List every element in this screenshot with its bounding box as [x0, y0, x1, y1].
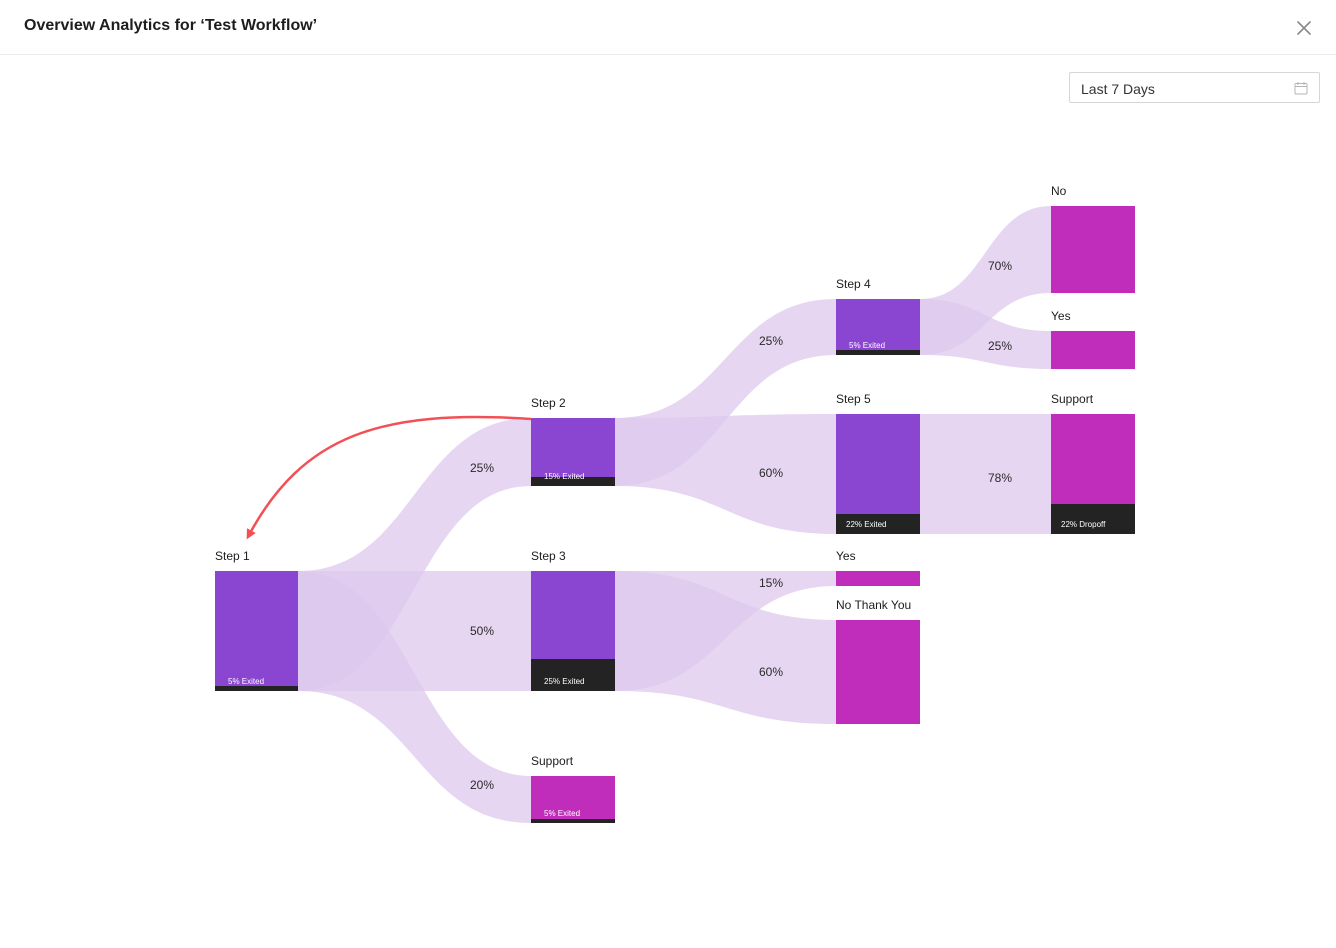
flow-link-percentage: 60% — [759, 665, 783, 679]
flow-link[interactable] — [920, 414, 1051, 534]
flow-node-support2[interactable]: 22% Dropoff — [1051, 414, 1135, 534]
node-block[interactable] — [836, 299, 920, 355]
flow-link-percentage: 78% — [988, 471, 1012, 485]
flow-link-percentage: 20% — [470, 778, 494, 792]
node-exit-bar — [531, 477, 615, 486]
close-button[interactable] — [1292, 16, 1316, 40]
node-exit-bar — [1051, 504, 1135, 534]
node-block[interactable] — [531, 776, 615, 823]
node-exit-label: 15% Exited — [544, 472, 584, 481]
node-label: Yes — [1051, 309, 1071, 323]
flow-link[interactable] — [615, 571, 836, 724]
node-label: Step 4 — [836, 277, 871, 291]
flow-node-nothanks[interactable] — [836, 620, 920, 724]
node-exit-bar — [836, 350, 920, 355]
node-block[interactable] — [836, 620, 920, 724]
node-label: Support — [531, 754, 574, 768]
flow-link-percentage: 25% — [988, 339, 1012, 353]
node-label: Step 2 — [531, 396, 566, 410]
flow-link-percentage: 15% — [759, 576, 783, 590]
flow-link-percentage: 25% — [470, 461, 494, 475]
flow-node-step5[interactable]: 22% Exited — [836, 414, 920, 534]
flow-link-percentage: 60% — [759, 466, 783, 480]
flow-link[interactable] — [298, 571, 531, 823]
flow-link-percentage: 50% — [470, 624, 494, 638]
flow-node-yes1[interactable] — [836, 571, 920, 586]
node-exit-bar — [836, 514, 920, 534]
node-exit-label: 5% Exited — [228, 677, 264, 686]
calendar-icon — [1294, 82, 1308, 95]
node-exit-bar — [531, 819, 615, 823]
close-icon — [1297, 21, 1311, 35]
node-exit-label: 25% Exited — [544, 677, 584, 686]
node-exit-bar — [215, 686, 298, 691]
flow-link-percentage: 25% — [759, 334, 783, 348]
flow-link-percentage: 70% — [988, 259, 1012, 273]
node-block[interactable] — [836, 571, 920, 586]
flow-node-step2[interactable]: 15% Exited — [531, 418, 615, 486]
node-block[interactable] — [215, 571, 298, 691]
date-range-value: Last 7 Days — [1081, 81, 1155, 97]
node-block[interactable] — [531, 418, 615, 486]
flow-node-yes2[interactable] — [1051, 331, 1135, 369]
node-label: Step 5 — [836, 392, 871, 406]
flow-link[interactable] — [920, 299, 1051, 369]
node-label: Support — [1051, 392, 1094, 406]
node-label: No — [1051, 184, 1067, 198]
node-label: Step 1 — [215, 549, 250, 563]
flow-node-support1[interactable]: 5% Exited — [531, 776, 615, 823]
flow-node-step4[interactable]: 5% Exited — [836, 299, 920, 355]
flow-node-step1[interactable]: 5% Exited — [215, 571, 298, 691]
flow-link[interactable] — [615, 414, 836, 534]
node-label: Yes — [836, 549, 856, 563]
back-arrow — [246, 415, 532, 540]
node-exit-label: 22% Dropoff — [1061, 520, 1106, 529]
flow-node-step3[interactable]: 25% Exited — [531, 571, 615, 691]
node-exit-bar — [531, 659, 615, 691]
node-exit-label: 5% Exited — [849, 341, 885, 350]
date-range-select[interactable]: Last 7 Days — [1069, 72, 1320, 103]
modal-title: Overview Analytics for ‘Test Workflow’ — [24, 17, 318, 34]
node-exit-label: 22% Exited — [846, 520, 886, 529]
flow-node-no[interactable] — [1051, 206, 1135, 293]
node-label: No Thank You — [836, 598, 911, 612]
node-block[interactable] — [1051, 206, 1135, 293]
modal-header: Overview Analytics for ‘Test Workflow’ — [0, 0, 1336, 55]
node-label: Step 3 — [531, 549, 566, 563]
node-block[interactable] — [1051, 331, 1135, 369]
node-exit-label: 5% Exited — [544, 809, 580, 818]
